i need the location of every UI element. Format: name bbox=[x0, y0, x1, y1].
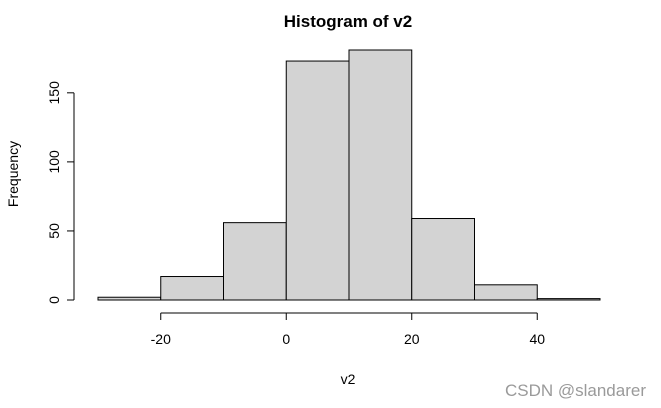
chart-title: Histogram of v2 bbox=[284, 12, 412, 31]
histogram-bar bbox=[160, 276, 224, 301]
histogram-bar bbox=[97, 296, 162, 301]
watermark-text: CSDN @slandarer bbox=[505, 381, 646, 400]
y-axis: 0 50 100 150 bbox=[46, 81, 75, 304]
y-tick-label: 100 bbox=[46, 150, 62, 174]
histogram-bar bbox=[536, 298, 601, 301]
x-axis: -20 0 20 40 bbox=[151, 312, 545, 347]
y-axis-label: Frequency bbox=[5, 141, 21, 207]
x-tick-label: -20 bbox=[151, 331, 171, 347]
y-tick-label: 0 bbox=[46, 296, 62, 304]
x-tick-label: 40 bbox=[529, 331, 545, 347]
x-tick-label: 20 bbox=[404, 331, 420, 347]
histogram-bar bbox=[411, 218, 475, 301]
y-tick-label: 150 bbox=[46, 81, 62, 105]
histogram-bar bbox=[285, 60, 350, 301]
histogram-bar bbox=[474, 284, 538, 301]
x-tick-label: 0 bbox=[282, 331, 290, 347]
histogram-bar bbox=[348, 49, 413, 301]
x-axis-label: v2 bbox=[341, 371, 356, 387]
histogram-bar bbox=[223, 222, 287, 301]
y-tick-label: 50 bbox=[46, 223, 62, 239]
histogram-bars bbox=[97, 49, 601, 301]
